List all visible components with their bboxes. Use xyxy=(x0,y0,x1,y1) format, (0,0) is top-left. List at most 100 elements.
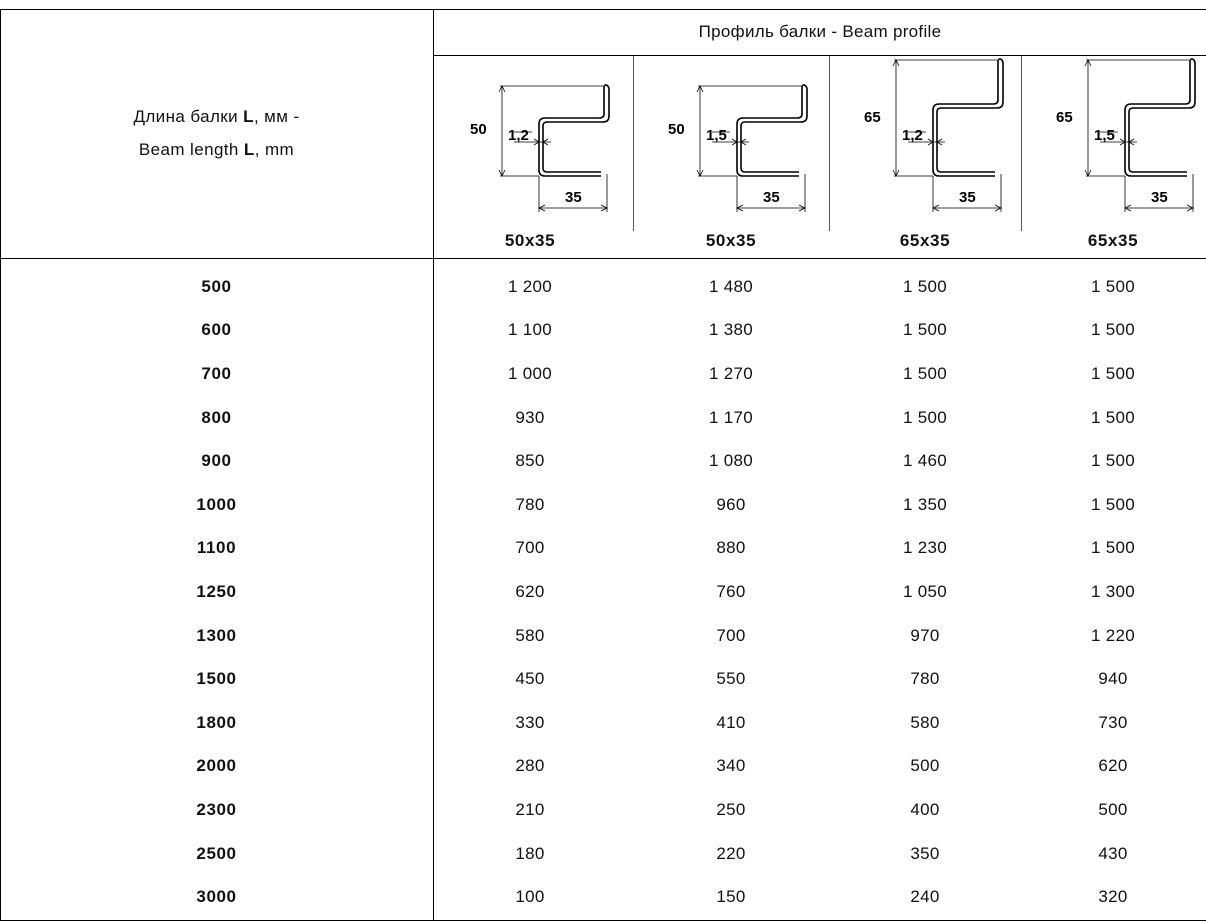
load-value-cell: 350 xyxy=(910,843,940,863)
load-value-cell: 150 xyxy=(716,887,746,907)
load-value-cell: 780 xyxy=(910,669,940,689)
load-value-cell: 280 xyxy=(515,756,545,776)
load-value-cell: 550 xyxy=(716,669,746,689)
load-value-cell: 1 050 xyxy=(902,581,948,601)
load-value-cell: 1 170 xyxy=(708,407,754,427)
load-value-cell: 1 500 xyxy=(1090,320,1136,340)
load-value-cell: 620 xyxy=(515,581,545,601)
load-value-cell: 100 xyxy=(515,887,545,907)
beam-length-cell: 2500 xyxy=(196,843,237,863)
load-value-cell: 1 500 xyxy=(902,320,948,340)
profile-thickness-label: 1,5 xyxy=(1094,127,1115,144)
load-value-cell: 1 380 xyxy=(708,320,754,340)
beam-length-cell: 700 xyxy=(201,363,232,383)
diagram-divider xyxy=(1021,56,1022,231)
load-value-cell: 400 xyxy=(910,799,940,819)
load-value-cell: 1 230 xyxy=(902,538,948,558)
beam-profile-diagram: 50 1,2 35 xyxy=(470,84,610,212)
profile-height-label: 50 xyxy=(668,121,685,138)
load-value-cell: 1 500 xyxy=(1090,451,1136,471)
profile-size-label: 50x35 xyxy=(705,231,757,250)
beam-length-cell: 800 xyxy=(201,407,232,427)
load-value-cell: 760 xyxy=(716,581,746,601)
load-value-cell: 1 300 xyxy=(1090,581,1136,601)
load-value-cell: 1 100 xyxy=(507,320,553,340)
load-value-cell: 1 270 xyxy=(708,363,754,383)
beam-length-cell: 900 xyxy=(201,451,232,471)
profile-width-label: 35 xyxy=(763,189,780,206)
load-value-cell: 1 000 xyxy=(507,363,553,383)
header-bottom-border xyxy=(0,258,1206,259)
profile-height-label: 50 xyxy=(470,121,487,138)
load-value-cell: 220 xyxy=(716,843,746,863)
load-value-cell: 450 xyxy=(515,669,545,689)
load-value-cell: 320 xyxy=(1098,887,1128,907)
profile-thickness-label: 1,2 xyxy=(902,127,923,144)
profile-width-label: 35 xyxy=(565,189,582,206)
profile-height-label: 65 xyxy=(864,109,881,126)
load-value-cell: 1 200 xyxy=(507,276,553,296)
load-value-cell: 940 xyxy=(1098,669,1128,689)
load-value-cell: 580 xyxy=(910,712,940,732)
load-value-cell: 1 460 xyxy=(902,451,948,471)
load-value-cell: 1 220 xyxy=(1090,625,1136,645)
load-value-cell: 210 xyxy=(515,799,545,819)
load-value-cell: 930 xyxy=(515,407,545,427)
profile-width-label: 35 xyxy=(1151,189,1168,206)
beam-length-cell: 1000 xyxy=(196,494,237,514)
beam-length-cell: 600 xyxy=(201,320,232,340)
beam-length-cell: 2300 xyxy=(196,799,237,819)
load-value-cell: 970 xyxy=(910,625,940,645)
load-value-cell: 1 500 xyxy=(1090,276,1136,296)
load-value-cell: 1 500 xyxy=(1090,538,1136,558)
column-divider xyxy=(433,9,434,921)
beam-profile-diagram: 50 1,5 35 xyxy=(668,84,808,212)
profile-size-label: 65x35 xyxy=(1087,231,1139,250)
load-value-cell: 700 xyxy=(716,625,746,645)
load-value-cell: 500 xyxy=(1098,799,1128,819)
load-value-cell: 1 500 xyxy=(902,276,948,296)
load-value-cell: 1 500 xyxy=(902,407,948,427)
profile-width-label: 35 xyxy=(959,189,976,206)
profile-size-label: 65x35 xyxy=(899,231,951,250)
load-value-cell: 1 080 xyxy=(708,451,754,471)
load-value-cell: 880 xyxy=(716,538,746,558)
load-value-cell: 180 xyxy=(515,843,545,863)
table-top-border xyxy=(0,9,1206,10)
load-value-cell: 580 xyxy=(515,625,545,645)
beam-length-cell: 1800 xyxy=(196,712,237,732)
load-value-cell: 340 xyxy=(716,756,746,776)
load-value-cell: 780 xyxy=(515,494,545,514)
load-value-cell: 1 500 xyxy=(1090,494,1136,514)
beam-length-cell: 2000 xyxy=(196,756,237,776)
profile-height-label: 65 xyxy=(1056,109,1073,126)
load-value-cell: 1 500 xyxy=(1090,407,1136,427)
beam-length-header: Длина балки L, мм - Beam length L, mm xyxy=(0,9,433,257)
load-value-cell: 960 xyxy=(716,494,746,514)
beam-profile-diagram: 65 1,5 35 xyxy=(1056,58,1196,212)
load-value-cell: 730 xyxy=(1098,712,1128,732)
load-value-cell: 240 xyxy=(910,887,940,907)
beam-profile-header: Профиль балки - Beam profile xyxy=(698,22,942,41)
load-value-cell: 850 xyxy=(515,451,545,471)
beam-length-header-ru: Длина балки L, мм - xyxy=(133,107,300,126)
profile-size-label: 50x35 xyxy=(504,231,556,250)
load-value-cell: 1 500 xyxy=(902,363,948,383)
beam-length-cell: 1100 xyxy=(196,538,237,558)
load-value-cell: 250 xyxy=(716,799,746,819)
load-value-cell: 700 xyxy=(515,538,545,558)
load-value-cell: 1 350 xyxy=(902,494,948,514)
beam-length-header-en: Beam length L, mm xyxy=(138,140,295,159)
load-value-cell: 1 500 xyxy=(1090,363,1136,383)
load-value-cell: 1 480 xyxy=(708,276,754,296)
beam-length-cell: 500 xyxy=(201,276,232,296)
profile-header-divider xyxy=(434,55,1206,56)
load-value-cell: 330 xyxy=(515,712,545,732)
beam-profile-diagram: 65 1,2 35 xyxy=(864,58,1004,212)
load-value-cell: 500 xyxy=(910,756,940,776)
beam-length-cell: 1300 xyxy=(196,625,237,645)
load-value-cell: 430 xyxy=(1098,843,1128,863)
beam-length-cell: 1500 xyxy=(196,669,237,689)
diagram-divider xyxy=(829,56,830,231)
beam-length-cell: 3000 xyxy=(196,887,237,907)
